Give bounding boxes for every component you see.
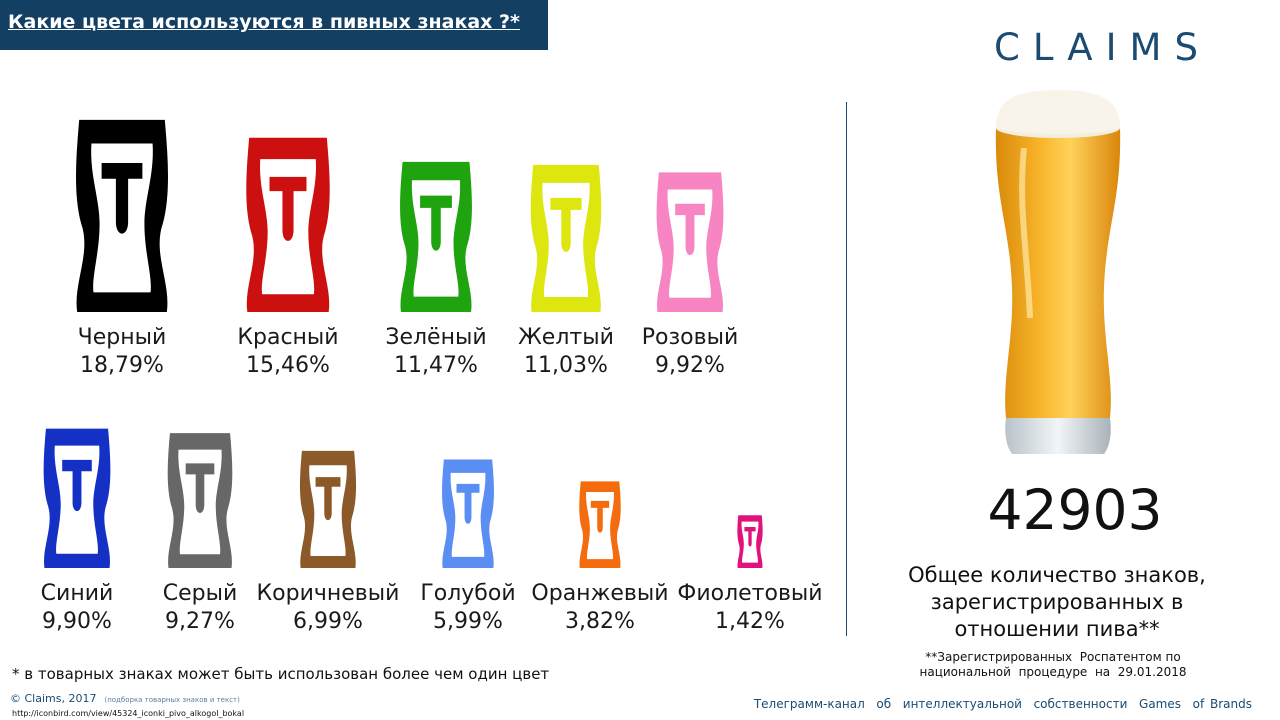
value-label-2: 11,47% [394, 353, 478, 378]
glass-drip-3 [550, 197, 582, 252]
glass-mark-3 [530, 164, 602, 312]
vertical-divider [846, 102, 847, 636]
total-description-suffix: ** [1138, 617, 1160, 641]
glass-drip-1 [269, 176, 307, 241]
value-label-4: 9,92% [655, 353, 725, 378]
value-label-5: 9,90% [42, 609, 112, 634]
total-description-line-1: Общее количество знаков, [908, 563, 1206, 587]
value-label-8: 5,99% [433, 609, 503, 634]
glass-mark-2 [400, 161, 472, 312]
value-label-3: 11,03% [524, 353, 608, 378]
category-label-3: Желтый [518, 325, 614, 350]
glass-drip-9 [590, 500, 610, 533]
value-label-9: 3,82% [565, 609, 635, 634]
beer-glass-icon [995, 90, 1121, 454]
glass-drip-8 [456, 483, 480, 524]
chart-title: Какие цвета используются в пивных знаках… [8, 11, 520, 33]
value-label-1: 15,46% [246, 353, 330, 378]
category-label-2: Зелёный [385, 325, 486, 350]
glass-drip-7 [315, 477, 341, 521]
registration-note-line-1: **Зарегистрированных Роспатентом по [925, 650, 1181, 664]
pictogram-chart: Черный 18,79% Красный 15,46% Зелёный 11,47% Же… [41, 119, 823, 634]
glass-drip-2 [420, 195, 452, 251]
total-count: 42903 [987, 478, 1163, 542]
category-label-7: Коричневый [257, 581, 400, 606]
value-label-7: 6,99% [293, 609, 363, 634]
category-label-4: Розовый [642, 325, 739, 350]
glass-drip-0 [101, 163, 143, 234]
registration-note-line-2: национальной процедуре на 29.01.2018 [919, 665, 1187, 679]
footnote: * в товарных знаках может быть использов… [12, 665, 550, 683]
copyright: © Claims, 2017 (подборка товарных знаков … [10, 692, 240, 705]
title-bar: Какие цвета используются в пивных знаках… [0, 0, 548, 50]
total-description-line-3: отношении пива** [890, 616, 1224, 643]
value-label-6: 9,27% [165, 609, 235, 634]
value-label-10: 1,42% [715, 609, 785, 634]
glass-mark-9 [579, 481, 621, 568]
category-label-0: Черный [78, 325, 167, 350]
total-description-line-3-text: отношении пива [954, 617, 1139, 641]
glass-mark-1 [246, 137, 330, 312]
copyright-small: (подборка товарных знаков и текст) [104, 696, 240, 704]
category-label-9: Оранжевый [531, 581, 668, 606]
glass-drip-10 [744, 527, 756, 547]
registration-note: **Зарегистрированных Роспатентом по наци… [908, 650, 1198, 680]
telegram-channel: Телеграмм-канал об интеллектуальной собс… [753, 697, 1252, 711]
glass-mark-5 [43, 428, 111, 568]
value-label-0: 18,79% [80, 353, 164, 378]
glass-mark-4 [656, 172, 724, 312]
total-description-line-2: зарегистрированных в [930, 590, 1184, 614]
total-description: Общее количество знаков, зарегистрирован… [890, 562, 1224, 643]
glass-drip-5 [62, 459, 92, 512]
category-label-6: Серый [163, 581, 238, 606]
category-label-1: Красный [237, 325, 338, 350]
source-url: http://iconbird.com/view/45324_iconki_pi… [12, 709, 245, 718]
glass-mark-0 [76, 119, 168, 312]
glass-mark-7 [299, 450, 357, 568]
glass-mark-6 [167, 433, 233, 568]
copyright-text: © Claims, 2017 [10, 692, 97, 705]
glass-mark-10 [737, 515, 763, 568]
glass-drip-6 [185, 463, 215, 513]
category-label-8: Голубой [420, 581, 515, 606]
glass-drip-4 [675, 203, 705, 256]
glass-mark-8 [442, 459, 494, 568]
category-label-10: Фиолетовый [677, 581, 822, 606]
claims-logo: CLAIMS [994, 26, 1211, 69]
category-label-5: Синий [41, 581, 114, 606]
